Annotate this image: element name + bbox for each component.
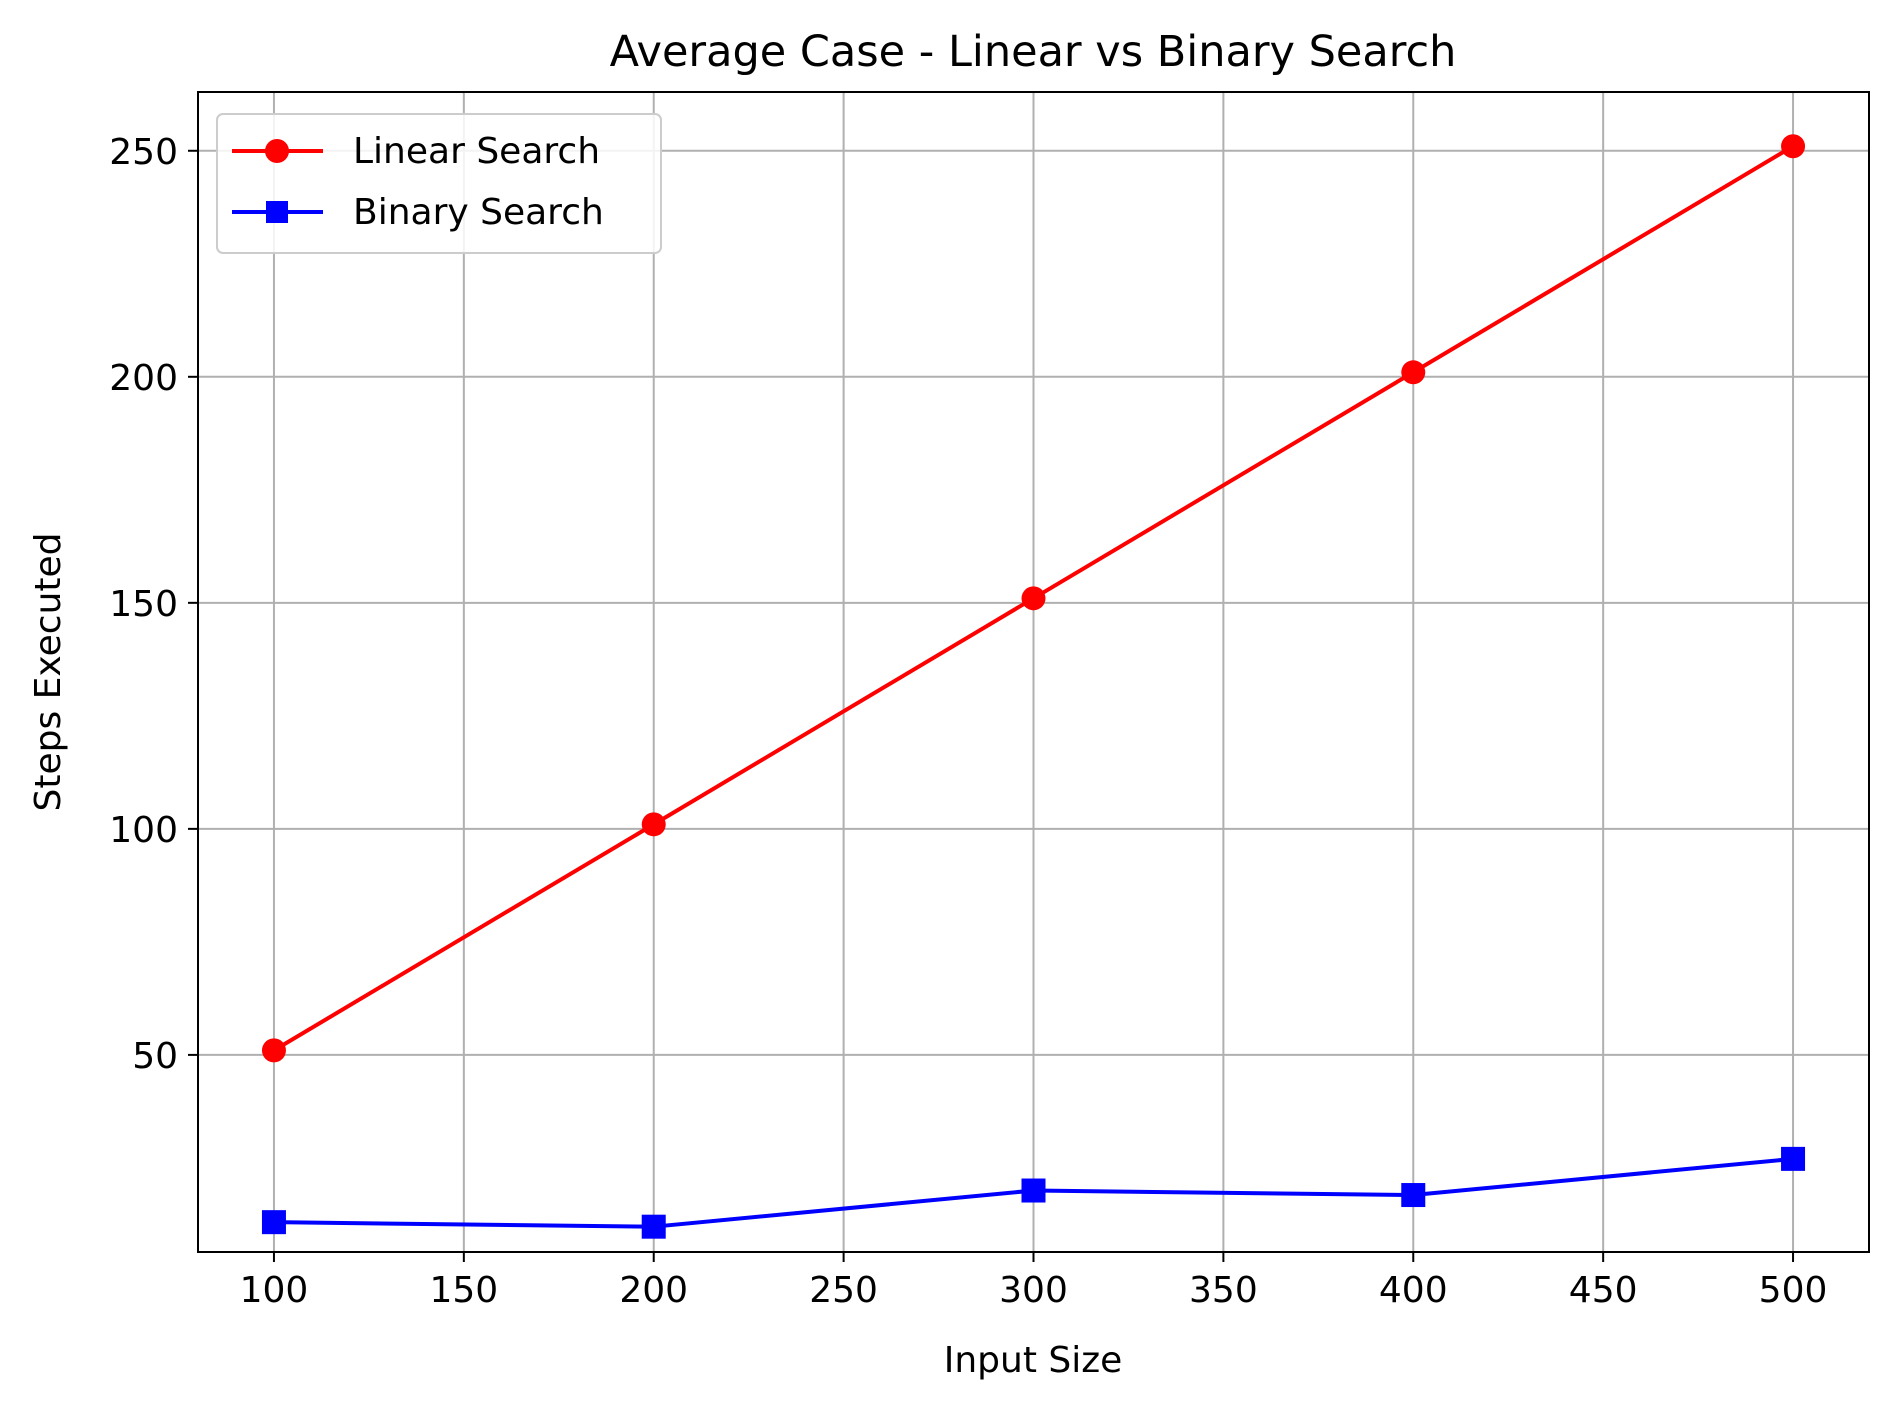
x-tick-label: 500 [1759,1270,1828,1311]
x-axis-label: Input Size [944,1340,1123,1381]
x-tick-label: 300 [999,1270,1068,1311]
data-point-linear [1021,586,1046,611]
x-tick-label: 400 [1379,1270,1448,1311]
ticks: 100 150 200 250 300 350 400 450 500 50 100 150 200 25… [109,132,1827,1311]
x-tick-label: 350 [1189,1270,1258,1311]
data-point-linear [1781,134,1806,159]
y-tick-label: 200 [109,358,178,399]
x-tick-label: 100 [240,1270,309,1311]
legend-label-linear: Linear Search [353,131,600,172]
legend: Linear Search Binary Search [216,113,662,254]
data-point-binary [1401,1183,1426,1208]
legend-box [216,113,662,254]
data-point-binary [1021,1178,1046,1203]
data-point-linear [641,812,666,837]
data-point-binary [641,1214,666,1239]
y-tick-label: 250 [109,132,178,173]
data-point-binary [1781,1146,1806,1171]
y-tick-label: 100 [109,810,178,851]
data-point-linear [1401,360,1426,385]
data-point-linear [261,1038,286,1063]
x-tick-label: 150 [429,1270,498,1311]
data-point-binary [261,1210,286,1235]
x-tick-label: 450 [1569,1270,1638,1311]
legend-marker-circle [265,139,289,163]
y-axis-label: Steps Executed [28,533,69,812]
series-layer [261,134,1806,1239]
legend-item-linear: Linear Search [232,131,600,172]
chart-title: Average Case - Linear vs Binary Search [610,27,1457,77]
y-tick-label: 150 [109,584,178,625]
x-tick-label: 250 [809,1270,878,1311]
grid [198,92,1869,1252]
x-tick-label: 200 [619,1270,688,1311]
y-tick-label: 50 [132,1036,178,1077]
legend-marker-square [266,201,288,223]
legend-label-binary: Binary Search [353,192,604,233]
legend-item-binary: Binary Search [232,192,604,233]
